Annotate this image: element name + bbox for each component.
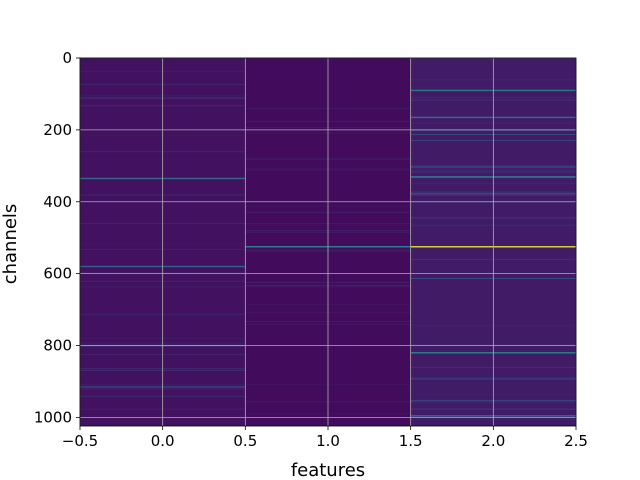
y-axis-ticks: 0 200 400 600 800 1000	[34, 49, 80, 426]
y-tick-label: 400	[43, 193, 72, 211]
x-tick-label: 1.5	[399, 432, 423, 450]
x-tick-label: 0.0	[151, 432, 175, 450]
y-axis-label: channels	[0, 204, 21, 285]
x-axis-ticks: −0.5 0.0 0.5 1.0 1.5 2.0 2.5	[62, 426, 588, 450]
x-axis-label: features	[291, 460, 365, 480]
y-tick-label: 0	[62, 49, 72, 67]
x-tick-label: 0.5	[233, 432, 257, 450]
y-tick-label: 800	[43, 337, 72, 355]
x-tick-label: −0.5	[62, 432, 98, 450]
y-tick-label: 200	[43, 121, 72, 139]
y-tick-label: 1000	[34, 408, 72, 426]
x-tick-label: 1.0	[316, 432, 340, 450]
x-tick-label: 2.0	[481, 432, 505, 450]
x-tick-label: 2.5	[564, 432, 588, 450]
y-tick-label: 600	[43, 265, 72, 283]
